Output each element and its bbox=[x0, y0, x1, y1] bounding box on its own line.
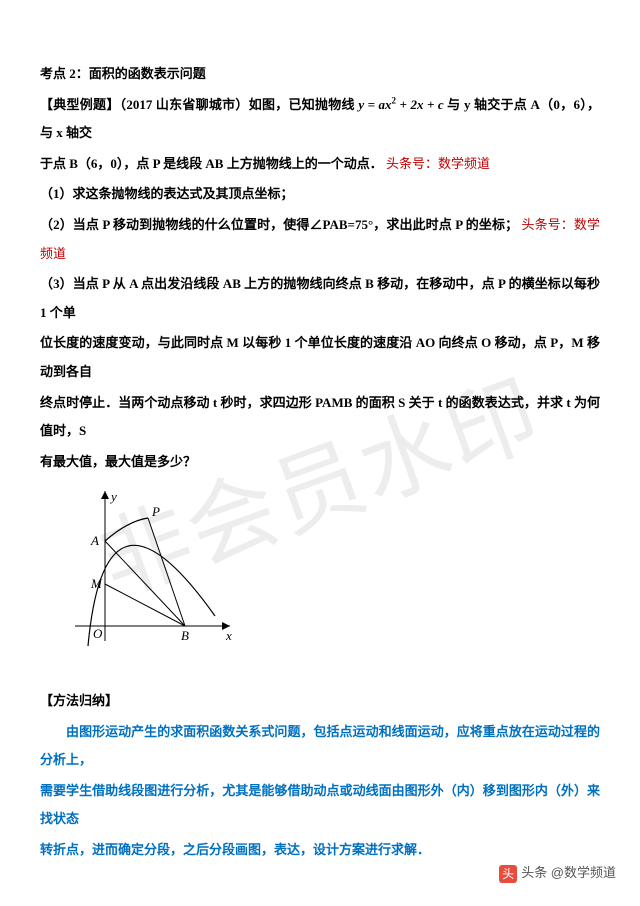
section-heading: 考点 2：面积的函数表示问题 bbox=[40, 60, 600, 89]
question-2: （2）当点 P 移动到抛物线的什么位置时，使得∠PAB=75°，求出此时点 P … bbox=[40, 211, 600, 268]
question-3-line-1: （3）当点 P 从 A 点出发沿线段 AB 上方的抛物线向终点 B 移动，在移动… bbox=[40, 270, 600, 327]
method-heading: 【方法归纳】 bbox=[40, 687, 600, 716]
method-line-1: 由图形运动产生的求面积函数关系式问题，包括点运动和线面运动，应将重点放在运动过程… bbox=[40, 718, 600, 775]
svg-text:O: O bbox=[93, 626, 103, 641]
svg-text:B: B bbox=[181, 628, 189, 643]
svg-text:y: y bbox=[109, 489, 117, 504]
svg-text:M: M bbox=[90, 576, 103, 591]
problem-line-1: 【典型例题】（2017 山东省聊城市）如图，已知抛物线 y = ax2 + 2x… bbox=[40, 91, 600, 148]
question-3-line-3: 终点时停止．当两个动点移动 t 秒时，求四边形 PAMB 的面积 S 关于 t … bbox=[40, 389, 600, 446]
footer-text: 头条 @数学频道 bbox=[521, 865, 616, 880]
question-3-line-2: 位长度的速度变动，与此同时点 M 以每秒 1 个单位长度的速度沿 AO 向终点 … bbox=[40, 329, 600, 386]
parabola-diagram: O A B M Px y bbox=[70, 486, 240, 656]
diagram-container: O A B M Px y bbox=[70, 486, 600, 667]
question-3-line-4: 有最大值，最大值是多少？ bbox=[40, 448, 600, 477]
page-footer: 头头条 @数学频道 bbox=[499, 859, 616, 888]
source-link-1[interactable]: 头条号：数学频道 bbox=[386, 156, 490, 171]
problem-line-2: 于点 B（6，0），点 P 是线段 AB 上方抛物线上的一个动点． 头条号：数学… bbox=[40, 150, 600, 179]
svg-text:A: A bbox=[90, 533, 99, 548]
svg-text:P: P bbox=[151, 504, 160, 519]
question-1: （1）求这条抛物线的表达式及其顶点坐标； bbox=[40, 180, 600, 209]
document-body: 考点 2：面积的函数表示问题 【典型例题】（2017 山东省聊城市）如图，已知抛… bbox=[40, 60, 600, 864]
svg-text:x: x bbox=[225, 628, 232, 643]
footer-icon: 头 bbox=[499, 865, 517, 883]
method-line-2: 需要学生借助线段图进行分析，尤其是能够借助动点或动线面由图形外（内）移到图形内（… bbox=[40, 777, 600, 834]
